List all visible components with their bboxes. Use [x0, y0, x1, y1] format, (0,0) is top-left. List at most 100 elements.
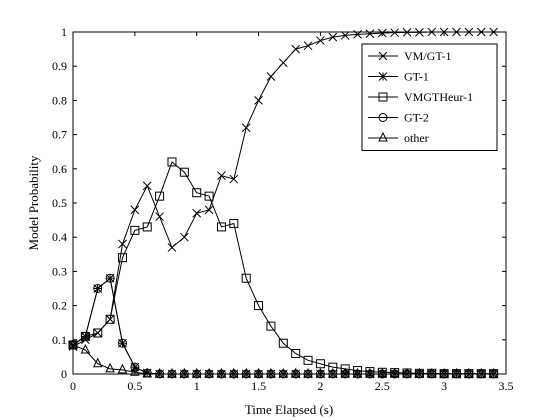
data-point [402, 27, 412, 37]
data-point [204, 367, 214, 378]
data-point [130, 205, 140, 215]
y-tick-label: 0 [61, 367, 67, 381]
data-point [229, 367, 239, 378]
data-point [291, 348, 301, 358]
data-point [216, 222, 226, 232]
y-tick-label: 0.6 [52, 162, 67, 176]
data-point [229, 174, 239, 184]
data-point [117, 363, 128, 374]
x-tick-label: 2 [317, 379, 323, 393]
data-point [155, 191, 165, 201]
y-axis-label: Model Probability [26, 155, 41, 250]
y-tick-label: 0.1 [52, 333, 67, 347]
series-other [68, 338, 499, 378]
data-point [266, 367, 276, 378]
data-point [92, 357, 103, 368]
data-point [142, 367, 153, 378]
data-point [179, 167, 189, 177]
data-point [489, 27, 498, 37]
legend-item: GT-1 [368, 70, 429, 84]
data-point [340, 31, 350, 40]
data-point [167, 157, 177, 167]
y-tick-label: 0.2 [52, 299, 67, 313]
data-point [316, 36, 325, 45]
y-tick-label: 0.9 [52, 59, 67, 73]
y-tick-label: 0.5 [52, 196, 67, 210]
data-point [118, 239, 127, 249]
data-point [488, 367, 499, 378]
data-point [439, 367, 449, 378]
data-point [377, 28, 387, 38]
x-tick-label: 3.5 [499, 379, 514, 393]
data-point [253, 367, 264, 378]
x-tick-label: 3 [441, 379, 447, 393]
data-point [378, 51, 388, 61]
data-point [93, 284, 103, 293]
series-line [72, 344, 494, 375]
data-point [179, 367, 190, 378]
data-point [439, 27, 449, 37]
y-tick-label: 0.8 [52, 93, 67, 107]
data-point [216, 367, 227, 378]
data-point [353, 366, 363, 376]
data-point [192, 208, 202, 218]
legend-item: VMGTHeur-1 [368, 90, 473, 104]
y-tick-label: 1 [61, 25, 67, 39]
legend-label: GT-1 [404, 70, 429, 84]
data-point [426, 367, 437, 378]
data-point [204, 205, 214, 215]
data-point [291, 44, 301, 54]
legend-label: GT-2 [404, 111, 429, 125]
data-point [105, 314, 115, 324]
data-point [378, 92, 388, 102]
data-point [315, 367, 326, 378]
data-point [278, 58, 288, 68]
data-point [303, 367, 313, 378]
data-point [378, 113, 388, 122]
data-point [117, 338, 127, 348]
data-point [130, 366, 140, 376]
data-point [266, 321, 276, 331]
data-point [340, 364, 350, 374]
data-point [229, 219, 239, 229]
x-tick-label: 1 [194, 379, 200, 393]
data-point [130, 225, 140, 235]
y-tick-label: 0.3 [52, 264, 67, 278]
data-point [303, 355, 313, 365]
data-point [390, 28, 400, 38]
y-tick-label: 0.4 [52, 230, 67, 244]
data-point [241, 273, 251, 283]
data-point [452, 27, 461, 37]
y-tick-label: 0.7 [52, 128, 67, 142]
x-tick-label: 2.5 [375, 379, 390, 393]
data-point [464, 367, 474, 378]
data-point [80, 343, 91, 354]
legend-label: other [404, 131, 429, 145]
data-point [377, 367, 388, 378]
data-point [464, 27, 474, 37]
data-point [365, 29, 375, 39]
legend-label: VM/GT-1 [404, 49, 452, 63]
data-point [155, 212, 164, 222]
data-point [315, 359, 325, 369]
data-point [254, 301, 264, 311]
data-point [328, 362, 338, 372]
data-point [427, 27, 437, 37]
data-point [241, 367, 252, 378]
data-point [93, 328, 103, 338]
x-axis-label: Time Elapsed (s) [245, 402, 333, 417]
data-point [415, 27, 424, 37]
data-point [290, 367, 301, 378]
data-point [105, 362, 115, 373]
data-point [303, 41, 313, 51]
data-point [142, 181, 152, 191]
legend-item: GT-2 [368, 111, 429, 125]
data-point [191, 367, 202, 378]
data-point [476, 367, 487, 378]
data-point [167, 367, 177, 378]
legend-item: VM/GT-1 [368, 49, 452, 63]
data-point [378, 72, 388, 81]
data-point [278, 367, 289, 378]
data-point [378, 131, 388, 142]
